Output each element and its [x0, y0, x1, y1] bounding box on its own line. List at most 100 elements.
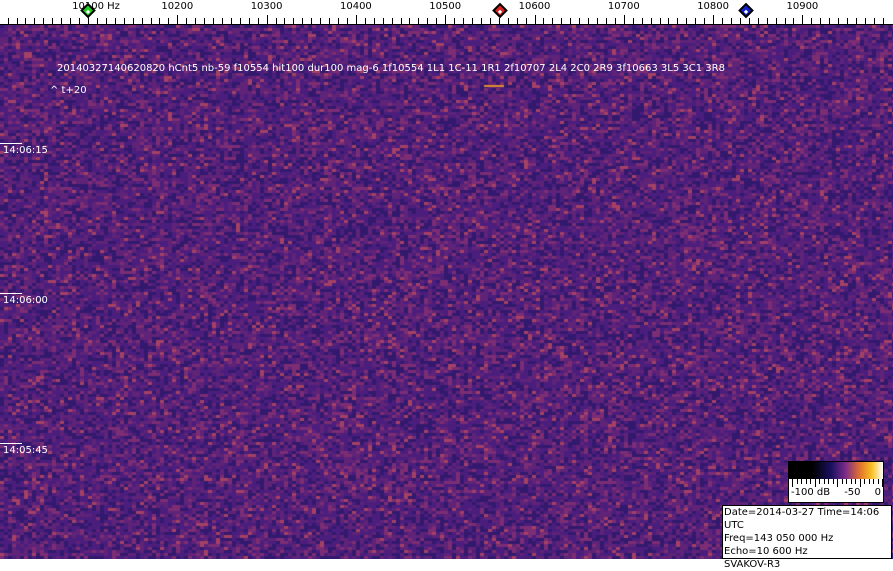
frequency-label: 10400 — [339, 1, 372, 12]
ruler-tick — [302, 18, 303, 24]
ruler-tick — [767, 18, 768, 24]
ruler-tick — [597, 18, 598, 24]
ruler-tick — [651, 18, 652, 24]
ruler-tick — [97, 18, 98, 24]
station-name: SVAKOV-R3 — [724, 559, 781, 570]
ruler-tick — [731, 18, 732, 24]
ruler-tick — [508, 18, 509, 24]
ruler-tick — [472, 18, 473, 24]
ruler-tick — [526, 18, 527, 24]
scale-tick — [850, 479, 852, 484]
scale-tick — [859, 479, 861, 487]
ruler-tick — [883, 18, 884, 24]
scale-tick — [841, 479, 843, 484]
ruler-tick — [142, 18, 143, 24]
frequency-ruler: 10100 Hz 10200 10300 10400 10500 10600 10700 10… — [0, 0, 893, 25]
ruler-tick — [856, 18, 857, 24]
ruler-tick — [686, 18, 687, 24]
ruler-tick — [606, 18, 607, 24]
blue-marker-icon[interactable] — [738, 2, 754, 19]
ruler-tick — [329, 18, 330, 24]
time-label: 14:06:15 — [3, 145, 48, 156]
ruler-tick — [70, 18, 71, 24]
frequency-label: 10600 — [518, 1, 551, 12]
ruler-tick — [490, 18, 491, 24]
ruler-tick — [427, 18, 428, 24]
time-line — [0, 443, 22, 444]
ruler-tick — [445, 15, 446, 24]
ruler-tick — [847, 18, 848, 24]
scale-tick — [796, 479, 798, 484]
frequency-label: 10700 — [607, 1, 640, 12]
scale-tick — [805, 479, 807, 484]
ruler-tick — [186, 18, 187, 24]
scale-tick — [882, 479, 883, 487]
info-box: Date=2014-03-27 Time=14:06 UTC Freq=143 … — [722, 505, 892, 570]
time-label: 14:05:45 — [3, 445, 48, 456]
scale-tick — [814, 479, 816, 487]
ruler-tick — [258, 18, 259, 24]
ruler-tick — [374, 18, 375, 24]
frequency-label: 10800 — [697, 1, 729, 12]
ruler-tick — [401, 18, 402, 24]
ruler-tick — [124, 18, 125, 24]
scale-tick — [837, 479, 838, 487]
spectrogram — [0, 25, 893, 559]
scale-label-mid: -50 — [844, 487, 861, 498]
scale-tick — [868, 479, 870, 484]
ruler-tick — [865, 18, 866, 24]
ruler-tick — [409, 18, 410, 24]
frequency-label: 10100 Hz — [72, 1, 120, 12]
ruler-tick — [463, 18, 464, 24]
scale-label-min: -100 dB — [791, 487, 831, 498]
frequency-label: 10500 — [429, 1, 462, 12]
ruler-tick — [758, 18, 759, 24]
ruler-tick — [106, 18, 107, 24]
ruler-tick — [454, 18, 455, 24]
ruler-tick — [543, 18, 544, 24]
color-scale-ticks — [789, 479, 883, 487]
ruler-tick — [8, 18, 9, 24]
ruler-tick — [168, 18, 169, 24]
ruler-tick — [570, 18, 571, 24]
ruler-tick — [811, 18, 812, 24]
ruler-tick — [874, 18, 875, 24]
frequency-label: 10300 — [250, 1, 283, 12]
ruler-tick — [695, 18, 696, 24]
ruler-tick — [115, 18, 116, 24]
ruler-tick — [17, 18, 18, 24]
ruler-tick — [311, 18, 312, 24]
scale-tick — [873, 479, 874, 484]
ruler-tick — [838, 18, 839, 24]
ruler-tick — [284, 18, 285, 24]
ruler-tick — [579, 18, 580, 24]
time-line — [0, 293, 22, 294]
ruler-tick — [785, 18, 786, 24]
ruler-tick — [222, 18, 223, 24]
ruler-tick — [195, 18, 196, 24]
ruler-tick — [615, 18, 616, 24]
echo-frequency: Echo=10 600 Hz — [724, 546, 808, 557]
ruler-tick — [517, 18, 518, 24]
ruler-tick — [392, 18, 393, 24]
scale-tick — [801, 479, 802, 484]
ruler-tick — [624, 15, 625, 24]
ruler-tick — [749, 18, 750, 24]
scale-tick — [810, 479, 811, 484]
ruler-tick — [668, 18, 669, 24]
ruler-tick — [633, 18, 634, 24]
ruler-tick — [793, 18, 794, 24]
ruler-tick — [159, 18, 160, 24]
frequency-label: 10200 — [161, 1, 194, 12]
detection-offset: ^ t+20 — [50, 85, 87, 96]
ruler-tick — [722, 18, 723, 24]
red-marker-icon[interactable] — [491, 2, 508, 19]
scale-tick — [877, 479, 879, 484]
ruler-tick — [820, 18, 821, 24]
ruler-tick — [776, 18, 777, 24]
ruler-tick — [802, 15, 803, 24]
ruler-tick — [320, 18, 321, 24]
ruler-tick — [267, 15, 268, 24]
scale-tick — [819, 479, 820, 484]
time-line — [0, 143, 22, 144]
